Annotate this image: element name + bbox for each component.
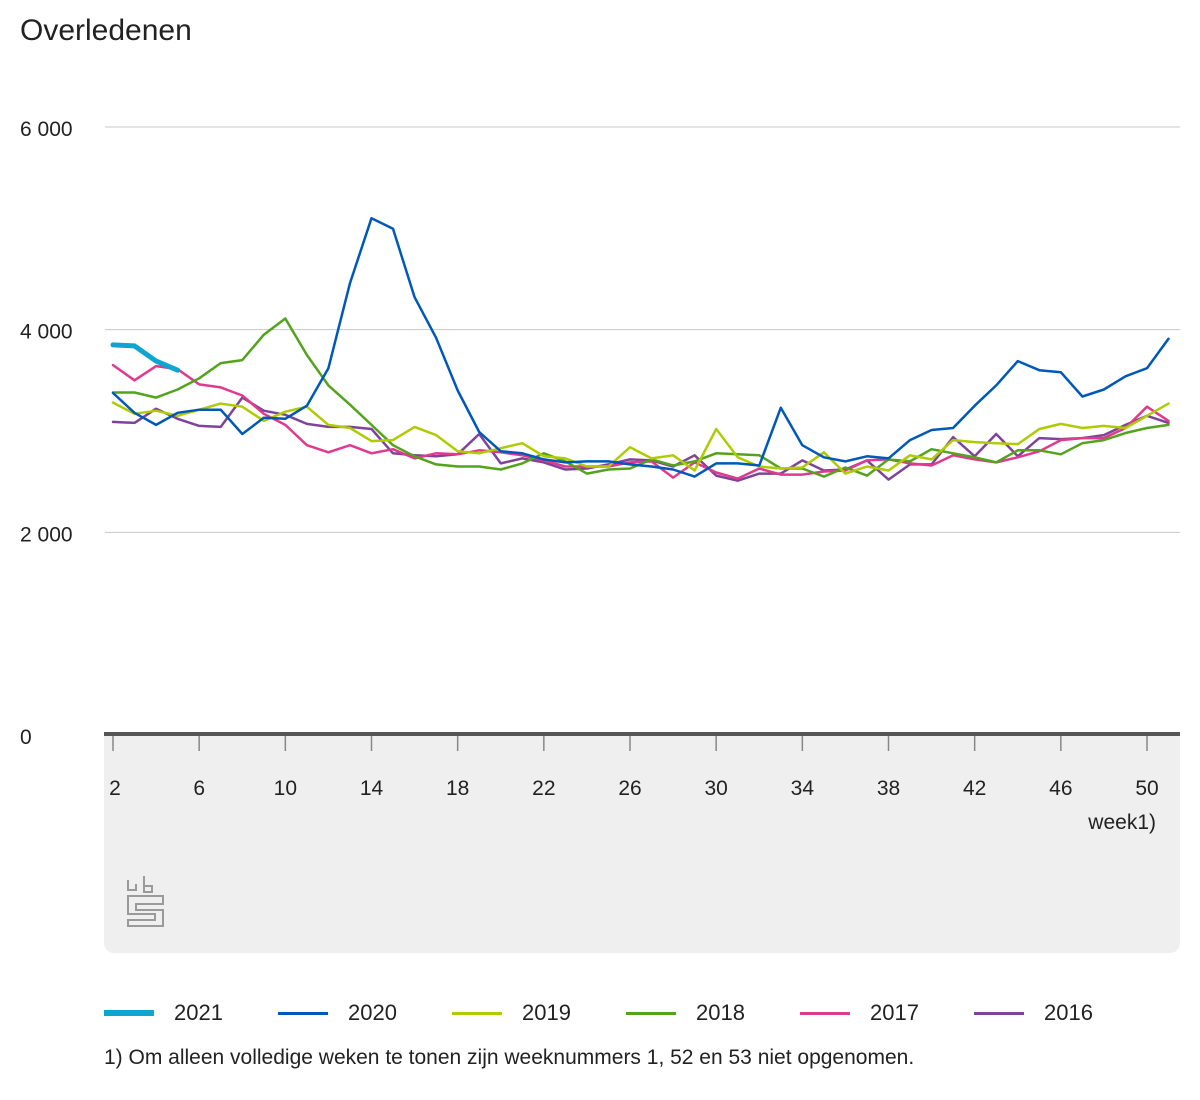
legend: 2021 2020 2019 2018 2017 2016: [104, 1000, 1148, 1026]
legend-swatch: [974, 1011, 1024, 1015]
legend-item-2017: 2017: [800, 1000, 974, 1026]
y-tick-label: 6 000: [20, 118, 73, 141]
legend-item-2018: 2018: [626, 1000, 800, 1026]
x-tick-label: 34: [791, 777, 815, 800]
y-tick-label: 4 000: [20, 321, 73, 344]
legend-label: 2018: [696, 1000, 745, 1025]
cbs-logo-icon: [127, 876, 164, 927]
x-tick-label: 46: [1049, 777, 1072, 800]
series-line-2018: [111, 317, 1170, 478]
legend-label: 2017: [870, 1000, 919, 1025]
x-tick-label: 50: [1135, 777, 1158, 800]
x-axis-panel: [104, 735, 1180, 953]
legend-swatch: [278, 1011, 328, 1015]
legend-label: 2020: [348, 1000, 397, 1025]
legend-swatch: [626, 1011, 676, 1015]
x-tick-label: 38: [877, 777, 900, 800]
y-tick-label: 2 000: [20, 523, 73, 546]
x-tick-label: 18: [446, 777, 469, 800]
legend-label: 2016: [1044, 1000, 1093, 1025]
x-tick-label: 42: [963, 777, 986, 800]
legend-label: 2021: [174, 1000, 223, 1025]
legend-swatch: [800, 1011, 850, 1015]
legend-swatch: [104, 1010, 154, 1016]
legend-item-2019: 2019: [452, 1000, 626, 1026]
legend-swatch: [452, 1011, 502, 1015]
x-tick-label: 6: [193, 777, 205, 800]
x-tick-label: 14: [360, 777, 384, 800]
x-tick-label: 10: [274, 777, 297, 800]
series-line-2021: [110, 342, 181, 373]
x-tick-label: 2: [109, 777, 121, 800]
legend-item-2016: 2016: [974, 1000, 1148, 1026]
series-line-2017: [111, 363, 1170, 480]
x-tick-label: 30: [704, 777, 727, 800]
chart-title: Overledenen: [20, 14, 192, 47]
x-tick-label: 26: [618, 777, 641, 800]
legend-item-2021: 2021: [104, 1000, 278, 1026]
series-line-2016: [111, 396, 1170, 482]
series-line-2019: [111, 401, 1170, 475]
legend-item-2020: 2020: [278, 1000, 452, 1026]
x-tick-label: 22: [532, 777, 555, 800]
y-tick-label: 0: [20, 726, 32, 749]
x-axis-label: week1): [1087, 811, 1156, 834]
legend-label: 2019: [522, 1000, 571, 1025]
footnote: 1) Om alleen volledige weken te tonen zi…: [104, 1046, 915, 1069]
series-line-2020: [111, 216, 1170, 478]
